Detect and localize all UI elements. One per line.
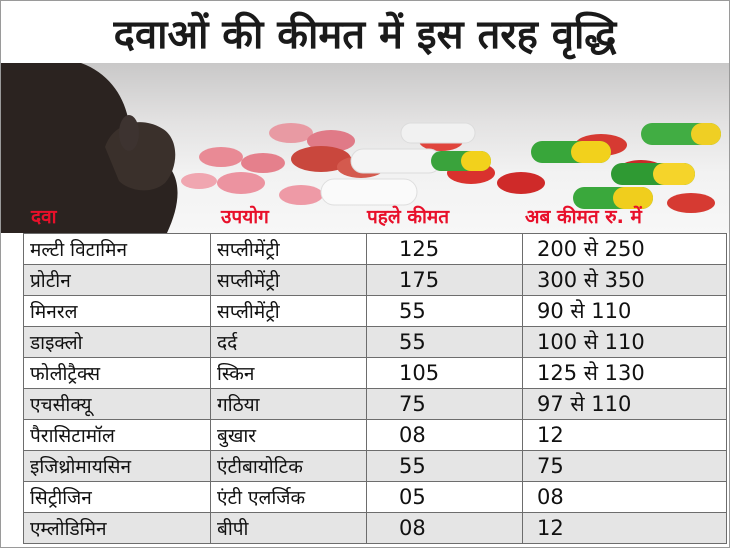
drug-name: सिट्रीजिन: [23, 481, 211, 513]
old-price: 08: [366, 419, 523, 451]
drug-name: मल्टी विटामिन: [23, 233, 211, 265]
old-price: 55: [366, 450, 523, 482]
drug-use: एंटी एलर्जिक: [210, 481, 367, 513]
person-silhouette: [1, 63, 178, 233]
table-row: सिट्रीजिन एंटी एलर्जिक 05 08: [23, 481, 727, 513]
table-row: पैरासिटामॉल बुखार 08 12: [23, 419, 727, 451]
drug-use: सप्लीमेंट्री: [210, 295, 367, 327]
header-new-price: अब कीमत रु. में: [525, 206, 642, 228]
pills-illustration: [1, 63, 721, 233]
drug-use: स्किन: [210, 357, 367, 389]
new-price: 125 से 130: [522, 357, 727, 389]
drug-name: पैरासिटामॉल: [23, 419, 211, 451]
drug-use: बीपी: [210, 512, 367, 544]
new-price: 12: [522, 512, 727, 544]
new-price: 90 से 110: [522, 295, 727, 327]
new-price: 97 से 110: [522, 388, 727, 420]
old-price: 08: [366, 512, 523, 544]
drug-use: एंटीबायोटिक: [210, 450, 367, 482]
drug-use: बुखार: [210, 419, 367, 451]
drug-name: इजिथ्रोमायसिन: [23, 450, 211, 482]
drug-name: एचसीक्यू: [23, 388, 211, 420]
old-price: 75: [366, 388, 523, 420]
drug-use: सप्लीमेंट्री: [210, 264, 367, 296]
table-row: फोलीट्रैक्स स्किन 105 125 से 130: [23, 357, 727, 389]
price-table: मल्टी विटामिन सप्लीमेंट्री 125 200 से 25…: [23, 233, 727, 544]
drug-name: मिनरल: [23, 295, 211, 327]
drug-name: एम्लोडिमिन: [23, 512, 211, 544]
old-price: 105: [366, 357, 523, 389]
header-old-price: पहले कीमत: [367, 206, 450, 228]
finger-silhouette: [119, 115, 139, 151]
old-price: 125: [366, 233, 523, 265]
new-price: 08: [522, 481, 727, 513]
old-price: 05: [366, 481, 523, 513]
drug-name: फोलीट्रैक्स: [23, 357, 211, 389]
table-row: एचसीक्यू गठिया 75 97 से 110: [23, 388, 727, 420]
headline: दवाओं की कीमत में इस तरह वृद्धि: [1, 1, 729, 63]
table-row: डाइक्लो दर्द 55 100 से 110: [23, 326, 727, 358]
drug-use: दर्द: [210, 326, 367, 358]
table-row: प्रोटीन सप्लीमेंट्री 175 300 से 350: [23, 264, 727, 296]
table-row: मिनरल सप्लीमेंट्री 55 90 से 110: [23, 295, 727, 327]
drug-name: डाइक्लो: [23, 326, 211, 358]
new-price: 200 से 250: [522, 233, 727, 265]
old-price: 55: [366, 295, 523, 327]
new-price: 12: [522, 419, 727, 451]
drug-name: प्रोटीन: [23, 264, 211, 296]
new-price: 300 से 350: [522, 264, 727, 296]
table-row: इजिथ्रोमायसिन एंटीबायोटिक 55 75: [23, 450, 727, 482]
header-drug: दवा: [31, 206, 57, 228]
new-price: 100 से 110: [522, 326, 727, 358]
old-price: 175: [366, 264, 523, 296]
table-row: मल्टी विटामिन सप्लीमेंट्री 125 200 से 25…: [23, 233, 727, 265]
new-price: 75: [522, 450, 727, 482]
drug-use: सप्लीमेंट्री: [210, 233, 367, 265]
header-use: उपयोग: [221, 206, 269, 228]
table-row: एम्लोडिमिन बीपी 08 12: [23, 512, 727, 544]
pills-photo: [1, 63, 729, 233]
old-price: 55: [366, 326, 523, 358]
drug-use: गठिया: [210, 388, 367, 420]
table-header: दवा उपयोग पहले कीमत अब कीमत रु. में: [1, 201, 729, 233]
